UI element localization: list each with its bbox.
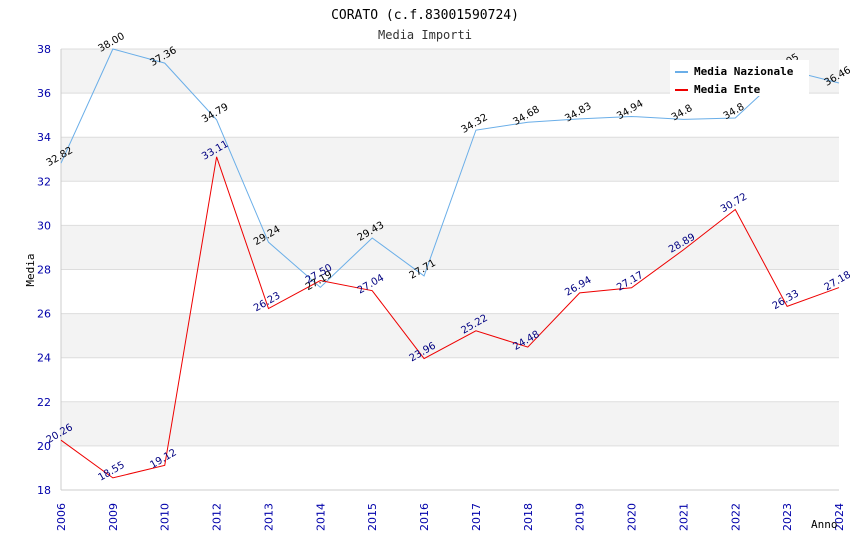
x-tick-label: 2021 [677,503,690,531]
legend-label-ente: Media Ente [694,83,761,96]
chart-subtitle: Media Importi [378,28,472,42]
x-tick-label: 2006 [55,503,68,531]
y-tick-label: 30 [37,219,51,232]
plot-bands [61,49,839,490]
y-tick-label: 36 [37,87,51,100]
x-tick-label: 2020 [626,503,639,531]
series-line-ente [60,156,840,479]
y-tick-label: 28 [37,264,51,277]
chart-title: CORATO (c.f.83001590724) [331,8,519,23]
series-line-nazionale [60,48,840,289]
y-tick-label: 38 [37,43,51,56]
grid-band [61,357,839,402]
y-tick-label: 34 [37,131,51,144]
grid-band [61,93,839,138]
y-tick-label: 24 [37,352,51,365]
series-lines [60,48,840,479]
x-tick-label: 2012 [211,503,224,531]
x-tick-label: 2018 [522,503,535,531]
y-tick-label: 20 [37,440,51,453]
grid-band [61,313,839,358]
x-tick-label: 2024 [833,503,846,531]
x-tick-label: 2016 [418,503,431,531]
grid-band [61,401,839,446]
grid-band [61,137,839,182]
grid-band [61,445,839,490]
x-tick-label: 2023 [781,503,794,531]
x-tick-label: 2009 [107,503,120,531]
x-tick-label: 2015 [366,503,379,531]
x-axis-label: Anno [811,518,838,531]
x-tick-label: 2019 [574,503,587,531]
x-tick-label: 2010 [159,503,172,531]
y-tick-label: 32 [37,175,51,188]
y-tick-label: 18 [37,484,51,497]
legend: Media Nazionale Media Ente [670,60,809,96]
y-tick-label: 22 [37,396,51,409]
grid-band [61,269,839,314]
y-tick-label: 26 [37,308,51,321]
x-tick-label: 2013 [262,503,275,531]
y-axis-label: Media [24,253,37,286]
grid-band [61,225,839,270]
x-tick-label: 2014 [314,503,327,531]
axes [60,49,839,491]
x-tick-label: 2017 [470,503,483,531]
x-tick-label: 2022 [729,503,742,531]
legend-box [670,60,809,96]
legend-label-nazionale: Media Nazionale [694,65,794,78]
